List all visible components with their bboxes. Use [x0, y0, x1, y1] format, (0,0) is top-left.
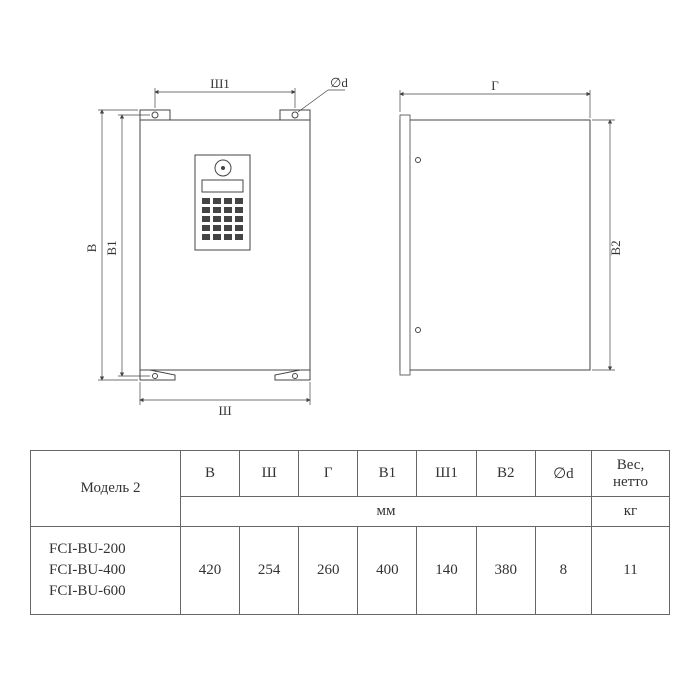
- val-weight: 11: [591, 527, 669, 615]
- col-B1: В1: [358, 451, 417, 497]
- col-B: В: [181, 451, 240, 497]
- col-d: ∅d: [535, 451, 591, 497]
- model-list-cell: FCI-BU-200 FCI-BU-400 FCI-BU-600: [31, 527, 181, 615]
- val-W: 254: [240, 527, 299, 615]
- spec-table: Модель 2 В Ш Г В1 Ш1 В2 ∅d Вес, нетто мм…: [30, 450, 670, 615]
- technical-drawing: Ш1 ∅d Ш В В1: [80, 60, 620, 440]
- spec-table-wrapper: Модель 2 В Ш Г В1 Ш1 В2 ∅d Вес, нетто мм…: [30, 450, 670, 615]
- unit-kg: кг: [591, 497, 669, 527]
- table-data-row: FCI-BU-200 FCI-BU-400 FCI-BU-600 420 254…: [31, 527, 670, 615]
- front-view: Ш1 ∅d Ш В В1: [84, 75, 348, 418]
- col-D: Г: [299, 451, 358, 497]
- model-2: FCI-BU-400: [49, 562, 172, 579]
- col-W1: Ш1: [417, 451, 476, 497]
- dim-label-H1: В1: [104, 240, 119, 255]
- model-3: FCI-BU-600: [49, 583, 172, 600]
- dim-label-H2: В2: [608, 240, 623, 255]
- side-view: Г В2: [400, 78, 623, 375]
- model-1: FCI-BU-200: [49, 541, 172, 558]
- dim-label-H: В: [84, 243, 99, 252]
- dim-label-D: Г: [491, 78, 499, 93]
- val-B2: 380: [476, 527, 535, 615]
- unit-mm: мм: [181, 497, 592, 527]
- val-B: 420: [181, 527, 240, 615]
- col-W: Ш: [240, 451, 299, 497]
- header-model: Модель 2: [31, 451, 181, 527]
- dim-label-W1: Ш1: [210, 76, 230, 91]
- dim-label-d: ∅d: [330, 75, 348, 90]
- val-D: 260: [299, 527, 358, 615]
- val-B1: 400: [358, 527, 417, 615]
- val-W1: 140: [417, 527, 476, 615]
- drawing-svg: Ш1 ∅d Ш В В1: [80, 60, 620, 440]
- table-header-row: Модель 2 В Ш Г В1 Ш1 В2 ∅d Вес, нетто: [31, 451, 670, 497]
- col-weight: Вес, нетто: [591, 451, 669, 497]
- col-B2: В2: [476, 451, 535, 497]
- dim-label-W: Ш: [218, 403, 231, 418]
- val-d: 8: [535, 527, 591, 615]
